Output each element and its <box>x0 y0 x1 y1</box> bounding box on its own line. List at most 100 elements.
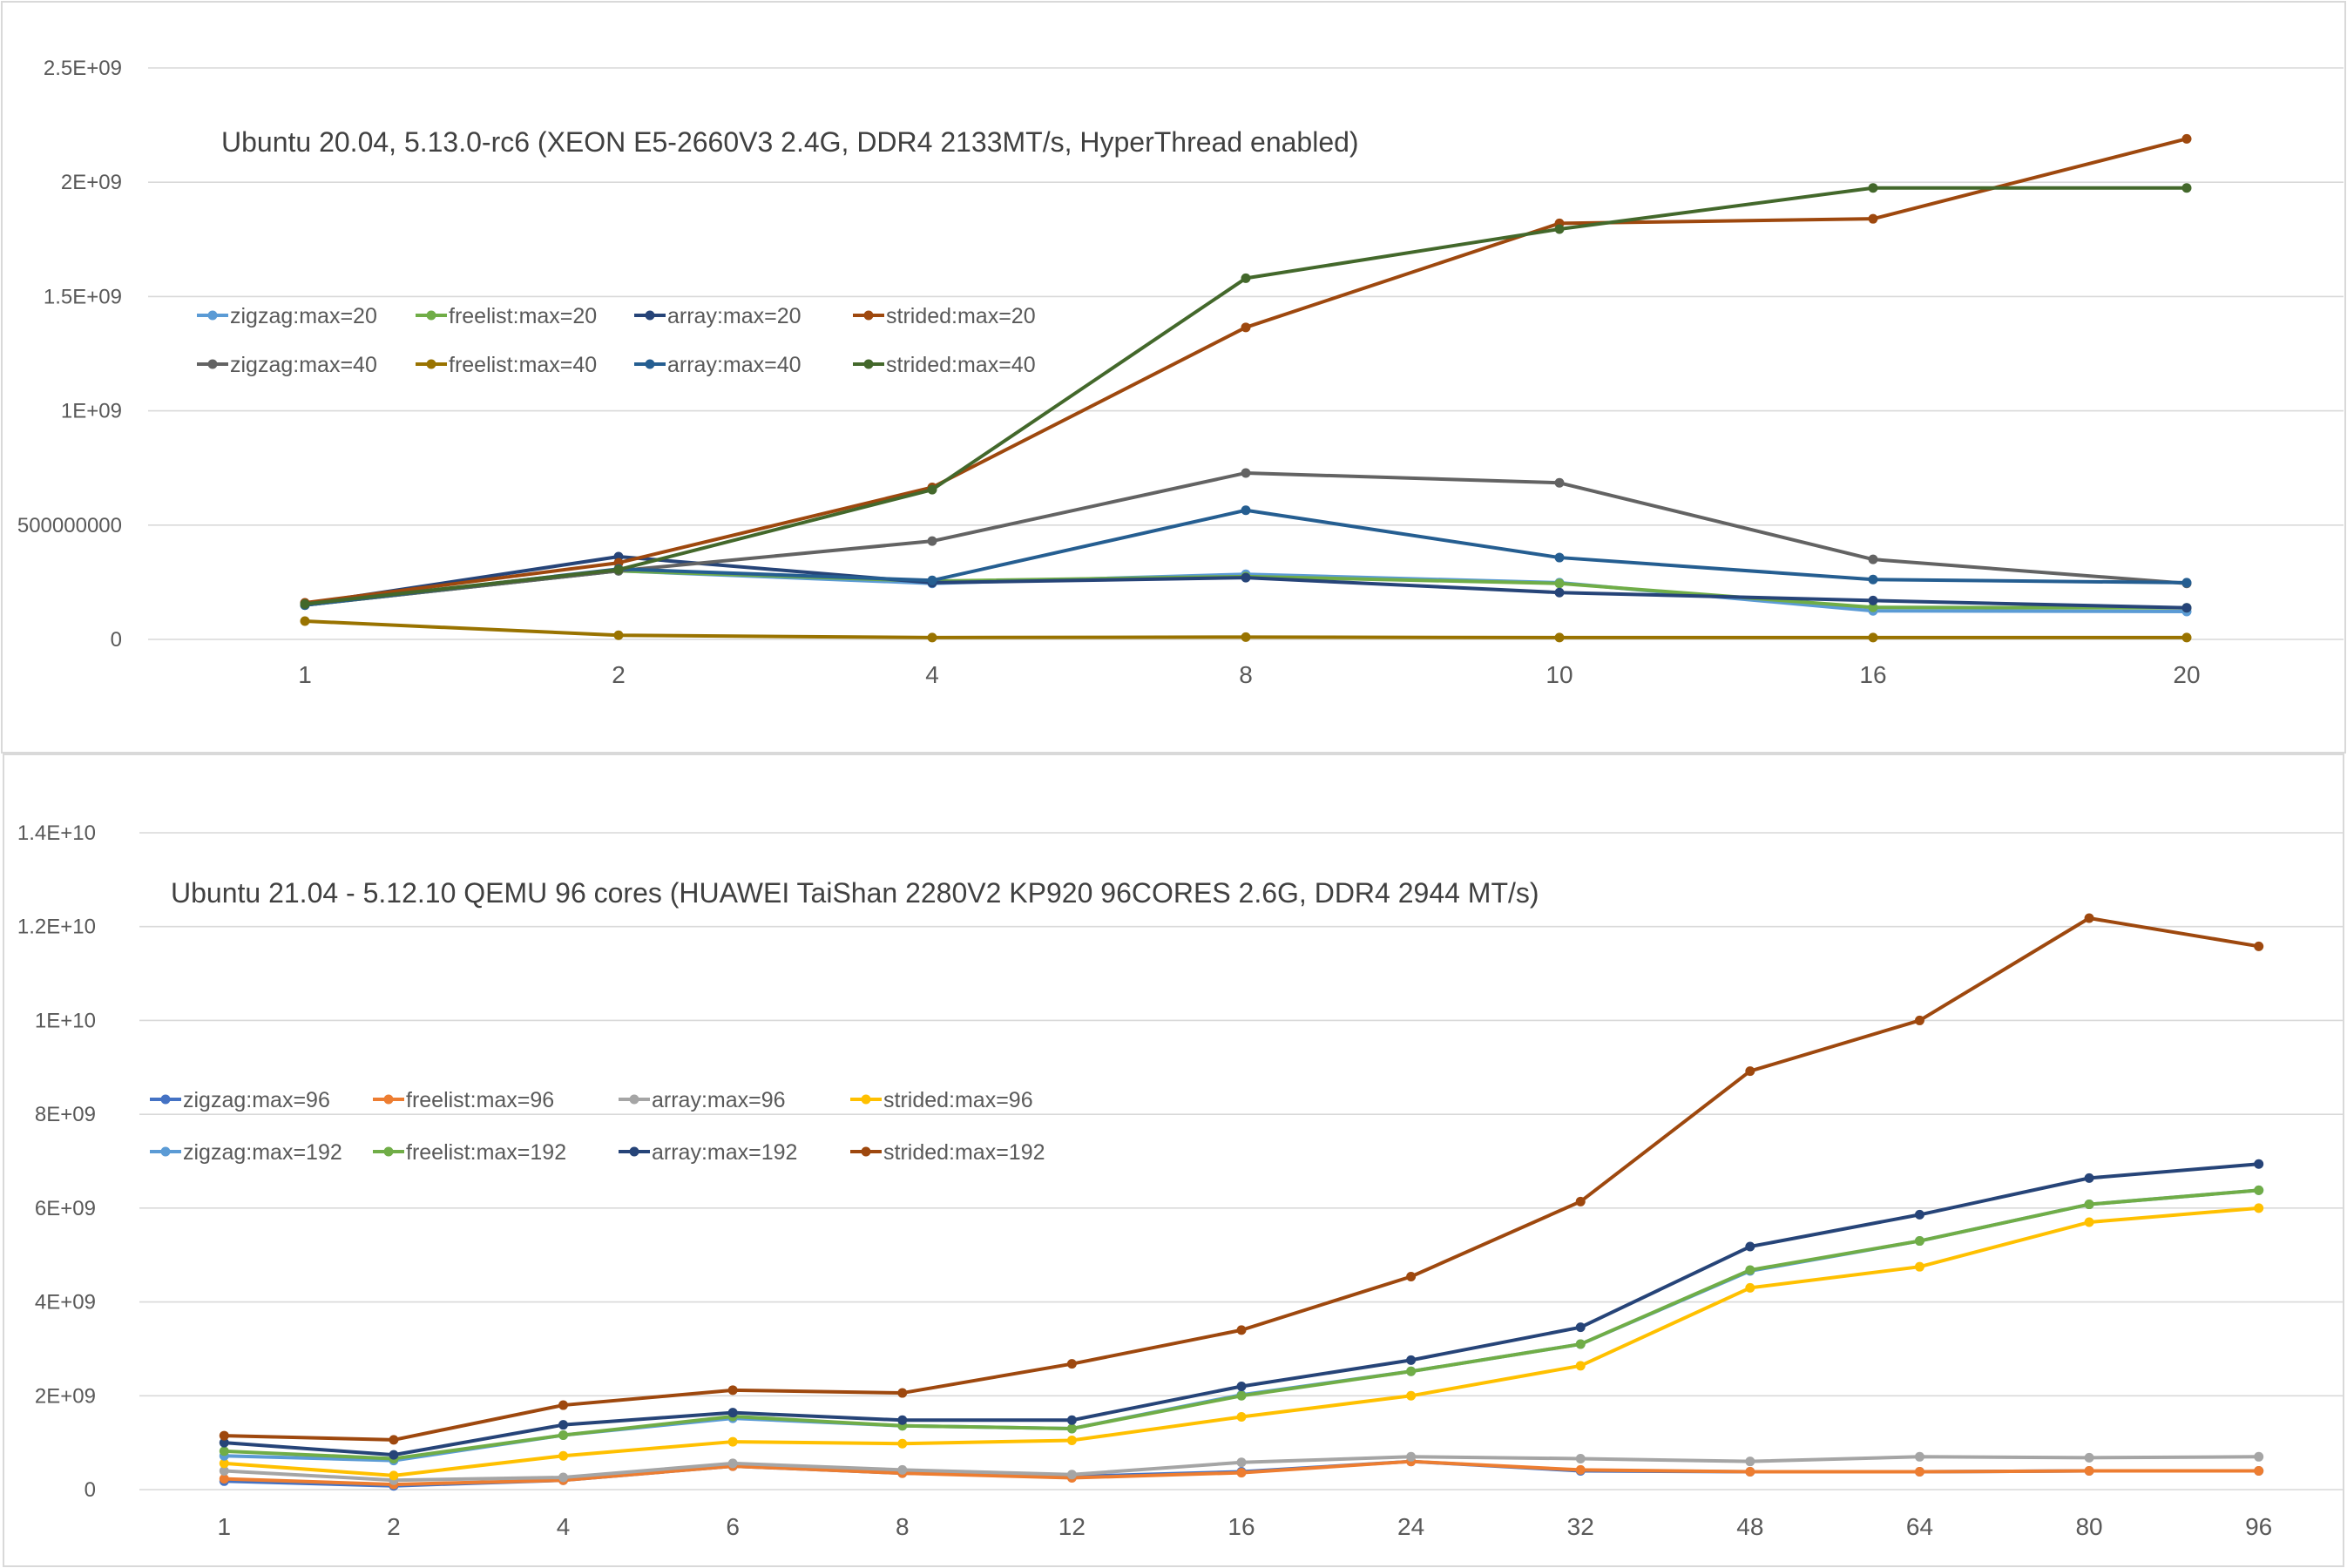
data-point <box>2084 1200 2094 1210</box>
data-point <box>1066 1359 1077 1369</box>
data-point <box>1868 595 1878 605</box>
legend-marker <box>863 310 874 321</box>
legend-item: strided:max=40 <box>853 353 1036 377</box>
legend-item: zigzag:max=20 <box>197 304 377 328</box>
x-tick-label: 48 <box>1736 1513 1763 1540</box>
data-point <box>1241 505 1251 516</box>
series-strided-max-96 <box>219 1203 2264 1481</box>
x-tick-label: 10 <box>1546 661 1573 688</box>
x-tick-label: 80 <box>2075 1513 2102 1540</box>
legend-item: strided:max=192 <box>850 1140 1045 1165</box>
data-point <box>1066 1470 1077 1480</box>
data-point <box>1406 1366 1417 1376</box>
x-tick-label: 8 <box>1239 661 1253 688</box>
data-point <box>2181 578 2192 588</box>
data-point <box>2181 632 2192 643</box>
legend-marker <box>207 359 218 369</box>
x-tick-label: 32 <box>1567 1513 1594 1540</box>
legend-item: strided:max=20 <box>853 304 1036 328</box>
legend-label: freelist:max=192 <box>406 1140 566 1165</box>
legend: zigzag:max=20 freelist:max=20 array:max=20… <box>197 304 1036 377</box>
data-point <box>1745 1241 1755 1252</box>
data-point <box>1868 213 1878 224</box>
legend-label: array:max=20 <box>667 304 801 328</box>
legend-item: array:max=192 <box>619 1140 797 1165</box>
y-tick-label: 2.5E+09 <box>44 57 122 80</box>
y-tick-label: 0 <box>111 628 122 652</box>
data-point <box>1745 1456 1755 1467</box>
legend-label: strided:max=20 <box>886 304 1036 328</box>
y-tick-label: 2E+09 <box>35 1384 96 1408</box>
data-point <box>1241 273 1251 283</box>
data-point <box>2084 1173 2094 1183</box>
data-point <box>1745 1282 1755 1293</box>
x-tick-label: 16 <box>1859 661 1886 688</box>
data-point <box>2254 1203 2264 1213</box>
data-point <box>1745 1467 1755 1477</box>
chart-2-area <box>3 754 2344 1567</box>
data-point <box>1241 572 1251 583</box>
data-point <box>2254 1465 2264 1476</box>
data-point <box>1241 322 1251 333</box>
legend-label: strided:max=192 <box>883 1140 1045 1165</box>
data-point <box>613 564 624 575</box>
chart-1: 0 500000000 1E+09 1.5E+09 2E+09 2.5E+09 1 2 4 8 10… <box>1 1 2346 754</box>
series-array-max-192 <box>219 1159 2264 1460</box>
data-point <box>1575 1361 1586 1371</box>
data-point <box>219 1446 229 1456</box>
legend-label: freelist:max=20 <box>449 304 597 328</box>
data-point <box>1868 602 1878 612</box>
data-point <box>1406 1390 1417 1401</box>
x-tick-label: 2 <box>387 1513 401 1540</box>
data-point <box>1868 554 1878 564</box>
data-point <box>1236 1457 1247 1468</box>
x-tick-label: 20 <box>2173 661 2200 688</box>
data-point <box>558 1472 569 1483</box>
legend-item: array:max=96 <box>619 1088 786 1112</box>
data-point <box>2181 603 2192 613</box>
data-point <box>1914 1467 1924 1477</box>
legend-item: freelist:max=40 <box>416 353 597 377</box>
legend-marker <box>383 1094 394 1105</box>
data-point <box>1241 468 1251 478</box>
y-tick-label: 1.2E+10 <box>17 916 96 939</box>
data-point <box>1554 477 1565 488</box>
legend-label: freelist:max=96 <box>406 1088 554 1112</box>
data-point <box>558 1400 569 1410</box>
legend-marker <box>426 359 436 369</box>
data-point <box>1914 1236 1924 1247</box>
x-tick-label: 96 <box>2245 1513 2272 1540</box>
legend-marker <box>861 1094 871 1105</box>
data-point <box>2254 941 2264 951</box>
data-point <box>558 1430 569 1441</box>
data-point <box>389 1470 399 1481</box>
legend-marker <box>383 1146 394 1157</box>
legend-label: strided:max=96 <box>883 1088 1033 1112</box>
data-point <box>1236 1412 1247 1423</box>
legend-marker <box>645 359 655 369</box>
chart-title: Ubuntu 21.04 - 5.12.10 QEMU 96 cores (HU… <box>171 877 1539 909</box>
legend-label: zigzag:max=20 <box>230 304 377 328</box>
legend-marker <box>426 310 436 321</box>
legend-label: zigzag:max=40 <box>230 353 377 377</box>
legend-label: zigzag:max=192 <box>183 1140 342 1165</box>
data-point <box>1575 1196 1586 1206</box>
data-point <box>727 1458 738 1469</box>
data-point <box>219 1430 229 1441</box>
series-freelist-max-192 <box>219 1185 2264 1463</box>
data-point <box>1554 224 1565 234</box>
data-point <box>300 616 310 626</box>
y-tick-label: 1.4E+10 <box>17 821 96 845</box>
legend-marker <box>160 1146 171 1157</box>
x-tick-label: 24 <box>1397 1513 1424 1540</box>
data-point <box>219 1474 229 1484</box>
y-tick-label: 500000000 <box>17 514 122 537</box>
legend-label: zigzag:max=96 <box>183 1088 330 1112</box>
data-point <box>1236 1325 1247 1335</box>
data-point <box>1066 1423 1077 1434</box>
x-tick-label: 8 <box>896 1513 910 1540</box>
data-point <box>2181 133 2192 144</box>
data-point <box>613 630 624 640</box>
y-tick-label: 0 <box>85 1478 96 1502</box>
chart-title: Ubuntu 20.04, 5.13.0-rc6 (XEON E5-2660V3… <box>221 126 1359 158</box>
